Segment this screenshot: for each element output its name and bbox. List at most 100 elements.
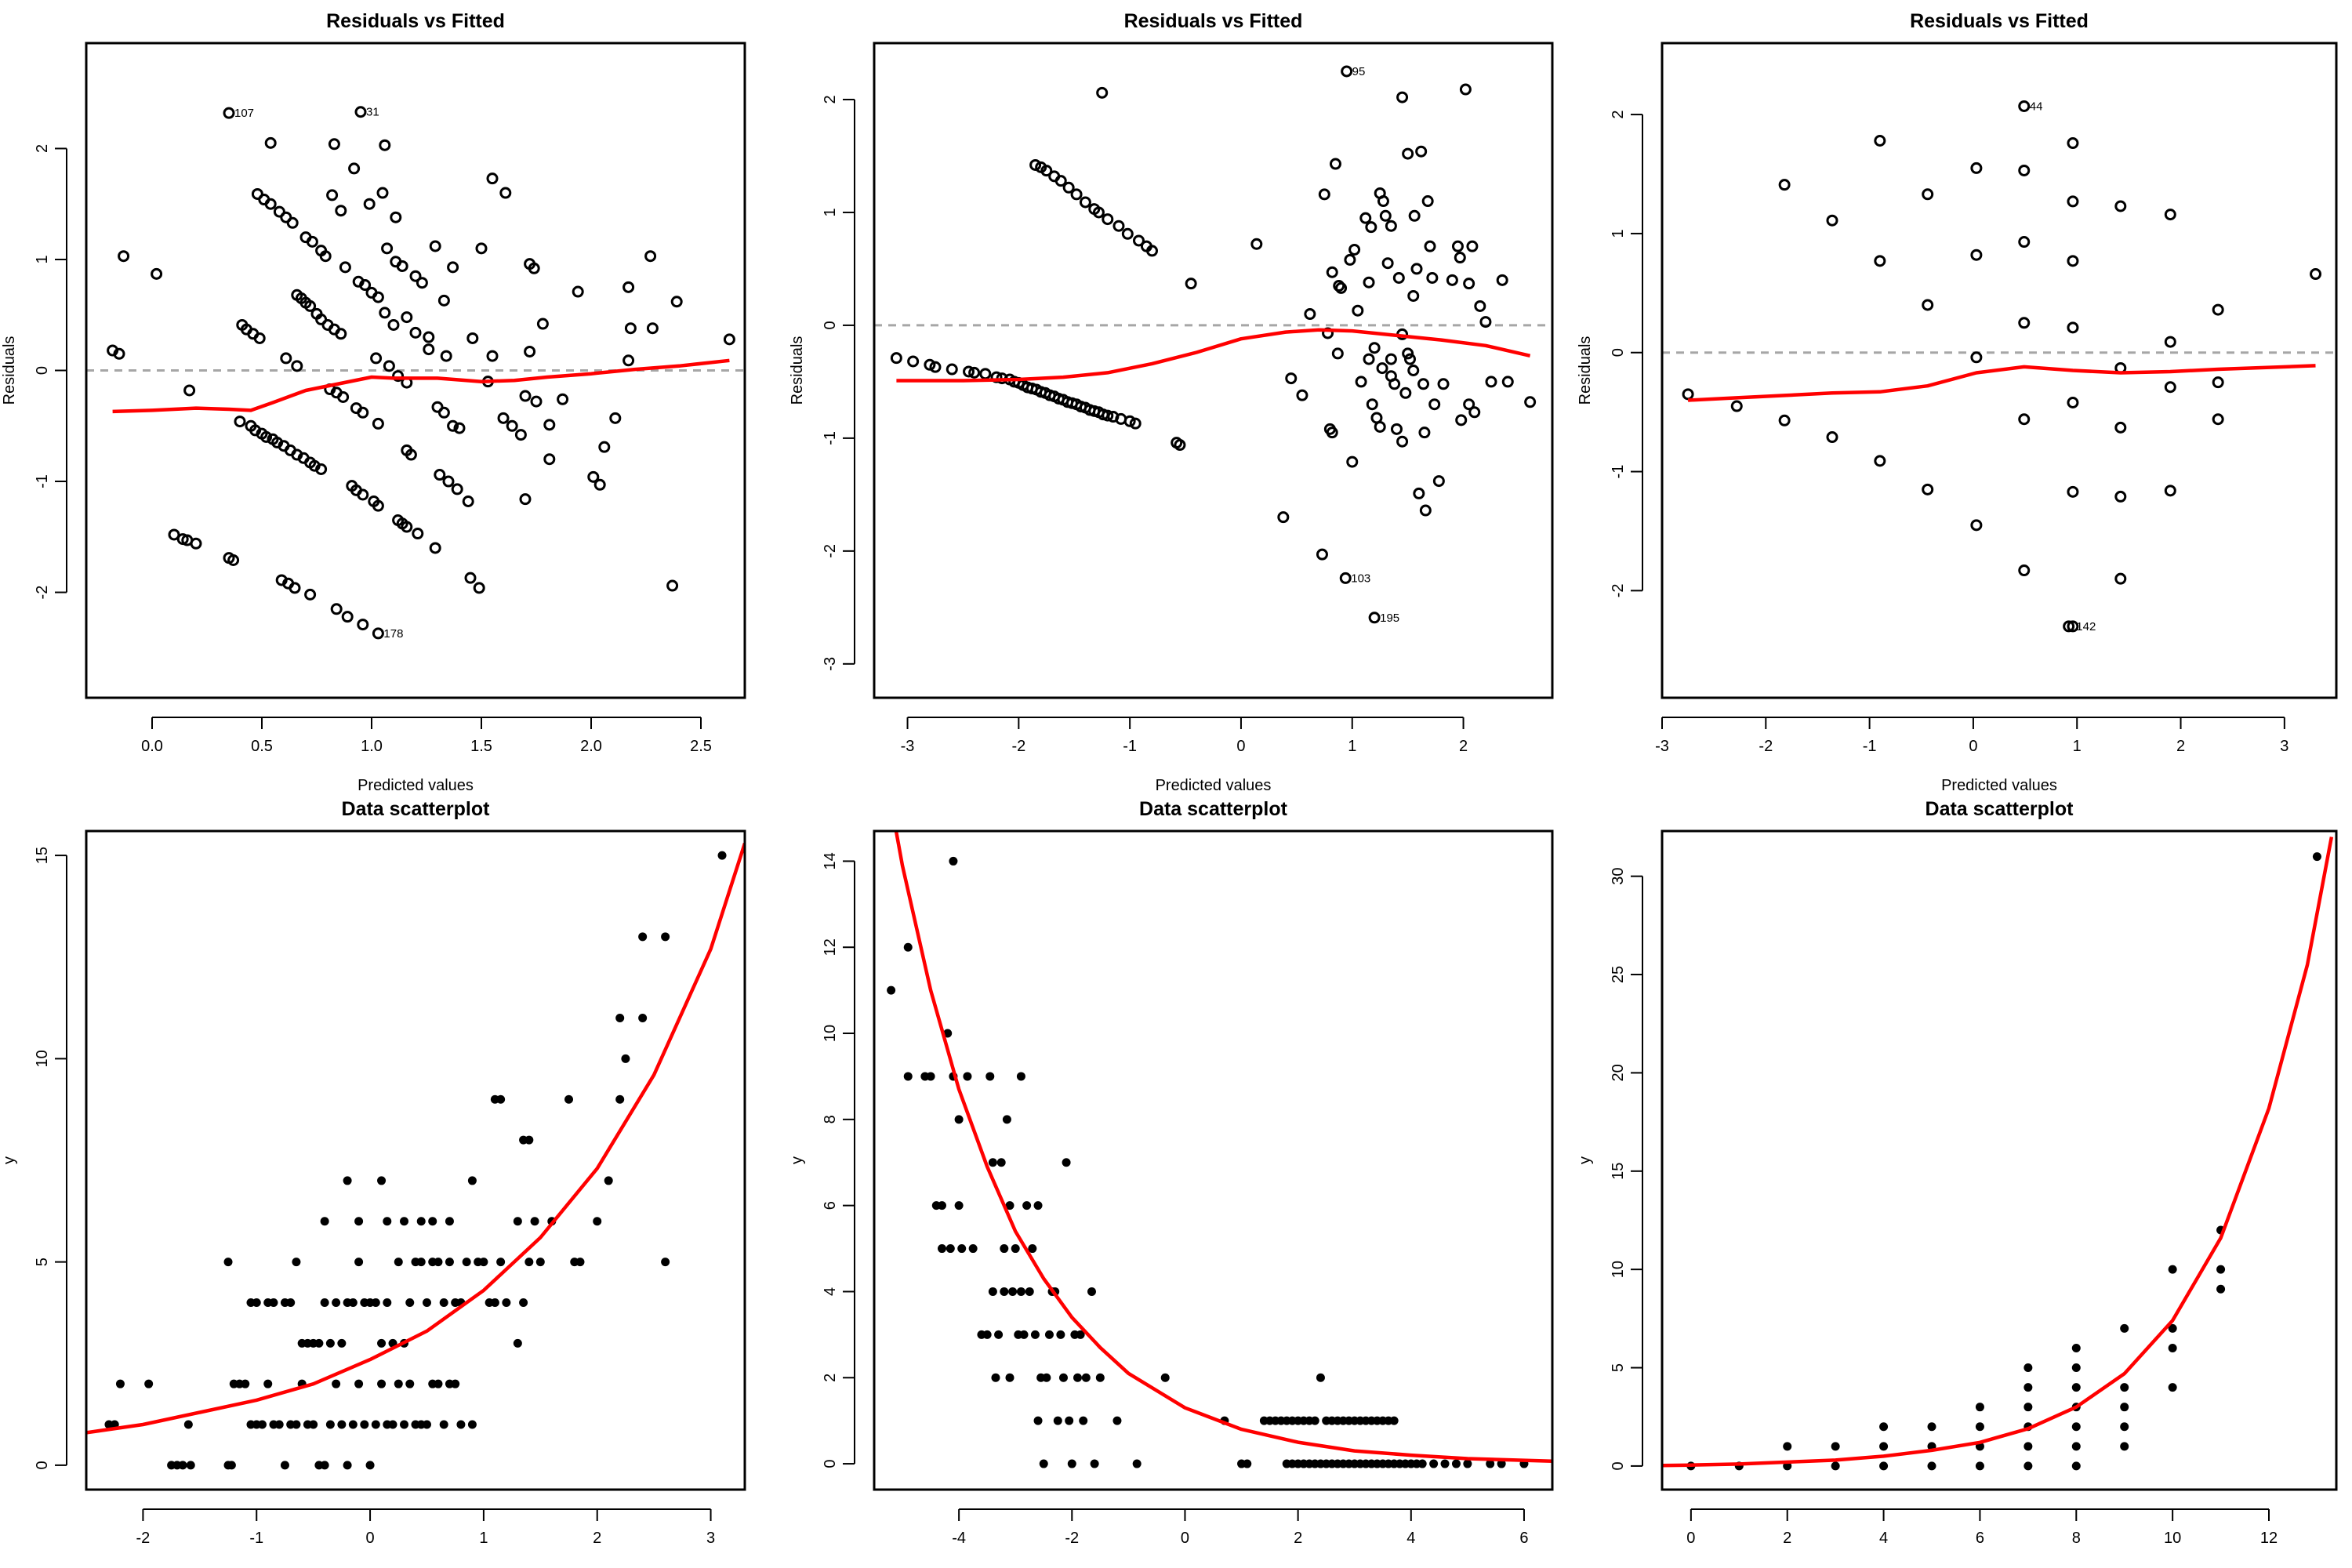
data-point bbox=[2168, 1343, 2177, 1352]
data-point bbox=[496, 1094, 506, 1104]
residual-point bbox=[379, 307, 391, 319]
data-point bbox=[1316, 1373, 1325, 1382]
x-tick-label: -2 bbox=[1011, 738, 1025, 755]
panel-data-scatterplot-2: Data scatterplot-4-2024602468101214xy bbox=[789, 798, 1554, 1547]
residual-point bbox=[907, 355, 920, 368]
data-point bbox=[661, 1258, 670, 1267]
residual-point bbox=[453, 422, 466, 434]
residual-point bbox=[335, 328, 347, 340]
residual-point bbox=[2164, 336, 2176, 348]
residual-point bbox=[1446, 274, 1458, 286]
residual-point bbox=[447, 261, 459, 274]
data-point bbox=[535, 1258, 545, 1267]
residual-point bbox=[528, 262, 540, 274]
residual-point bbox=[1296, 389, 1308, 401]
residual-point bbox=[1432, 475, 1445, 488]
data-point bbox=[530, 1217, 539, 1226]
data-point bbox=[938, 1201, 946, 1210]
residual-point bbox=[609, 412, 622, 424]
residual-point bbox=[1413, 487, 1425, 499]
residual-point bbox=[1366, 398, 1378, 411]
residual-point bbox=[924, 358, 936, 371]
residual-point bbox=[1922, 299, 1934, 311]
y-tick-label: 1 bbox=[34, 255, 51, 263]
y-tick-label: 20 bbox=[1610, 1064, 1627, 1081]
y-axis: -2 -1 0 1 2 bbox=[34, 144, 67, 599]
data-point bbox=[717, 851, 727, 860]
y-tick-label: 2 bbox=[822, 1374, 839, 1382]
residual-point bbox=[475, 242, 488, 255]
plot-area bbox=[1662, 837, 2334, 1471]
residual-point bbox=[2114, 421, 2127, 434]
y-tick-label: 5 bbox=[1610, 1363, 1627, 1372]
residual-point bbox=[429, 240, 441, 252]
residual-point bbox=[1459, 83, 1472, 96]
y-tick-label: 10 bbox=[34, 1050, 51, 1067]
data-point bbox=[183, 1420, 193, 1429]
residual-point bbox=[1474, 299, 1486, 312]
residual-point bbox=[289, 582, 301, 594]
residual-point bbox=[1174, 439, 1186, 452]
residual-point bbox=[1402, 147, 1414, 160]
x-tick-label: 6 bbox=[1976, 1530, 1984, 1547]
data-point bbox=[1025, 1287, 1034, 1296]
data-point bbox=[348, 1298, 358, 1307]
residual-point bbox=[392, 370, 405, 383]
data-point bbox=[332, 1379, 341, 1388]
residual-point bbox=[286, 216, 299, 229]
residual-point bbox=[1874, 255, 1886, 267]
plot-area bbox=[887, 831, 1552, 1468]
y-tick-label: 5 bbox=[34, 1258, 51, 1266]
data-point bbox=[661, 932, 670, 942]
residual-point bbox=[1348, 243, 1361, 256]
data-point bbox=[337, 1338, 347, 1348]
smoother-line bbox=[112, 358, 730, 414]
residual-point bbox=[1496, 274, 1508, 286]
residual-point bbox=[359, 279, 372, 292]
residual-point bbox=[646, 322, 659, 335]
x-tick-label: 0 bbox=[1181, 1530, 1189, 1547]
data-point bbox=[314, 1338, 324, 1348]
data-point bbox=[394, 1379, 403, 1388]
residual-point bbox=[1146, 245, 1159, 257]
residual-point bbox=[341, 611, 354, 623]
residual-point bbox=[1333, 280, 1345, 292]
data-point bbox=[280, 1461, 289, 1470]
data-point bbox=[343, 1461, 352, 1470]
y-tick-label: -1 bbox=[34, 474, 51, 488]
data-point bbox=[445, 1258, 454, 1267]
y-tick-label: 25 bbox=[1610, 966, 1627, 983]
residual-point bbox=[113, 347, 125, 360]
chart-title: Residuals vs Fitted bbox=[1124, 10, 1303, 32]
y-axis: 0 2 4 6 8 10 12 14 bbox=[822, 852, 855, 1468]
data-point bbox=[926, 1072, 935, 1081]
data-point bbox=[1975, 1461, 1984, 1471]
x-tick-label: 1 bbox=[479, 1530, 488, 1547]
data-point bbox=[2071, 1363, 2081, 1373]
y-tick-label: 0 bbox=[1610, 348, 1627, 357]
data-point bbox=[2216, 1284, 2226, 1294]
residual-point bbox=[2018, 164, 2031, 176]
x-tick-label: -4 bbox=[952, 1530, 966, 1547]
x-axis-label: Predicted values bbox=[1156, 777, 1272, 794]
residual-point bbox=[624, 322, 637, 335]
y-axis-label: Residuals bbox=[789, 336, 806, 405]
data-point bbox=[320, 1298, 329, 1307]
x-tick-label: 1.5 bbox=[470, 738, 492, 755]
residual-point bbox=[319, 250, 332, 263]
data-point bbox=[405, 1298, 415, 1307]
data-point bbox=[1975, 1422, 1984, 1432]
data-point bbox=[1463, 1459, 1472, 1468]
data-point bbox=[360, 1420, 369, 1429]
residual-point bbox=[1363, 276, 1375, 289]
residual-point bbox=[486, 172, 499, 185]
residual-point bbox=[1407, 289, 1420, 302]
data-point bbox=[638, 932, 648, 942]
data-point bbox=[2071, 1442, 2081, 1451]
data-point bbox=[1831, 1442, 1840, 1451]
residual-point bbox=[1132, 234, 1145, 247]
residual-point bbox=[1304, 308, 1316, 321]
data-point bbox=[1005, 1201, 1014, 1210]
data-point bbox=[1073, 1373, 1082, 1382]
plot-area bbox=[86, 842, 745, 1470]
